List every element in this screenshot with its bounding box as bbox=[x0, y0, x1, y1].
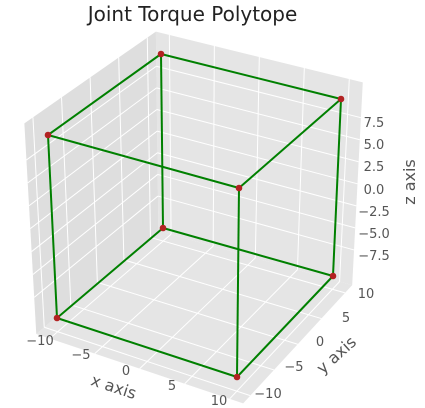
polytope-vertex bbox=[159, 224, 167, 232]
x-tick-label: 0 bbox=[122, 364, 130, 379]
chart-title: Joint Torque Polytope bbox=[87, 2, 298, 26]
polytope-vertex bbox=[233, 373, 241, 381]
y-tick-label: 10 bbox=[358, 287, 375, 302]
z-tick-label: 7.5 bbox=[364, 116, 385, 131]
y-tick-label: −5 bbox=[284, 360, 303, 375]
polytope-vertices bbox=[44, 50, 345, 381]
polytope-edge bbox=[47, 53, 162, 136]
polytope-vertex bbox=[53, 314, 61, 322]
back-grid-z bbox=[157, 173, 356, 229]
back-grid-z bbox=[156, 65, 362, 119]
z-tick-label: 0.0 bbox=[364, 183, 385, 198]
floor-grid-y bbox=[123, 259, 322, 320]
left-pane bbox=[24, 31, 159, 335]
polytope-vertex bbox=[329, 272, 337, 280]
x-axis-label: x axis bbox=[89, 371, 139, 403]
back-grid-z bbox=[157, 130, 358, 185]
polytope-edges bbox=[47, 53, 342, 378]
z-tick-label: 2.5 bbox=[364, 160, 385, 175]
polytope-vertex bbox=[235, 184, 243, 192]
x-tick-label: 10 bbox=[211, 394, 228, 408]
polytope-edge bbox=[160, 53, 342, 100]
polytope-edge bbox=[236, 187, 240, 378]
polytope-edge bbox=[238, 98, 342, 189]
grid-lines bbox=[26, 34, 362, 400]
polytope-edge bbox=[56, 317, 238, 378]
polytope-edge bbox=[47, 134, 240, 189]
z-axis-label: z axis bbox=[400, 159, 419, 205]
floor-grid-x bbox=[184, 269, 298, 385]
back-grid-z bbox=[157, 195, 355, 251]
y-tick-label: 0 bbox=[316, 335, 324, 350]
z-tick-label: −5.0 bbox=[358, 227, 390, 242]
polytope-vertex bbox=[44, 131, 52, 139]
back-grid-z bbox=[157, 152, 357, 207]
polytope-edge bbox=[56, 227, 164, 319]
y-tick-label: −10 bbox=[254, 387, 281, 402]
z-tick-label: −2.5 bbox=[358, 205, 390, 220]
polytope-vertex bbox=[337, 95, 345, 103]
polytope-edge bbox=[160, 53, 164, 229]
polytope-vertex bbox=[157, 50, 165, 58]
back-grid-z bbox=[156, 87, 360, 141]
floor-grid-y bbox=[150, 236, 346, 294]
polytope-edge bbox=[332, 98, 342, 277]
polytope-edge bbox=[162, 227, 334, 277]
x-tick-label: −5 bbox=[71, 348, 90, 363]
y-tick-label: 5 bbox=[342, 311, 350, 326]
x-tick-label: 5 bbox=[168, 379, 176, 394]
floor-grid-x bbox=[229, 281, 340, 400]
x-tick-label: −10 bbox=[26, 334, 53, 349]
polytope-edge bbox=[47, 134, 58, 319]
floor-grid-y bbox=[97, 281, 298, 345]
z-tick-label: −7.5 bbox=[358, 249, 390, 264]
polytope-edge bbox=[236, 275, 334, 378]
z-tick-label: 5.0 bbox=[364, 138, 385, 153]
back-grid-z bbox=[156, 109, 359, 163]
